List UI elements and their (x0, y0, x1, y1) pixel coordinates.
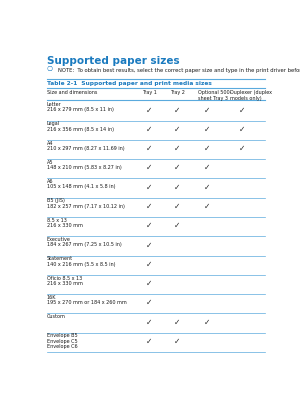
Text: ✓: ✓ (146, 144, 152, 153)
Text: ✓: ✓ (204, 144, 210, 153)
Text: ✓: ✓ (146, 183, 152, 192)
Text: ✓: ✓ (239, 125, 245, 134)
Text: ✓: ✓ (146, 221, 152, 230)
Text: Executive
184 x 267 mm (7.25 x 10.5 in): Executive 184 x 267 mm (7.25 x 10.5 in) (47, 237, 122, 247)
Text: ✓: ✓ (146, 260, 152, 269)
Text: Supported paper sizes: Supported paper sizes (47, 55, 179, 65)
Text: ✓: ✓ (204, 183, 210, 192)
Text: Letter
216 x 279 mm (8.5 x 11 in): Letter 216 x 279 mm (8.5 x 11 in) (47, 102, 114, 113)
Text: ✓: ✓ (174, 125, 180, 134)
Text: ✓: ✓ (146, 125, 152, 134)
Text: A5
148 x 210 mm (5.83 x 8.27 in): A5 148 x 210 mm (5.83 x 8.27 in) (47, 160, 122, 170)
Text: ✓: ✓ (204, 125, 210, 134)
Text: ✓: ✓ (146, 298, 152, 307)
Text: Custom: Custom (47, 314, 66, 319)
Text: ✓: ✓ (204, 105, 210, 115)
Text: NOTE:  To obtain best results, select the correct paper size and type in the pri: NOTE: To obtain best results, select the… (58, 68, 300, 73)
Text: Tray 2: Tray 2 (170, 90, 185, 95)
Text: ✓: ✓ (174, 163, 180, 172)
Text: ✓: ✓ (146, 279, 152, 288)
Text: ✓: ✓ (174, 221, 180, 230)
Text: ✓: ✓ (204, 202, 210, 211)
Text: ✓: ✓ (174, 202, 180, 211)
Text: ✓: ✓ (174, 337, 180, 346)
Text: ✓: ✓ (146, 163, 152, 172)
Text: Oficio 8.5 x 13
216 x 330 mm: Oficio 8.5 x 13 216 x 330 mm (47, 276, 83, 286)
Text: A6
105 x 148 mm (4.1 x 5.8 in): A6 105 x 148 mm (4.1 x 5.8 in) (47, 179, 115, 190)
Text: B5 (JIS)
182 x 257 mm (7.17 x 10.12 in): B5 (JIS) 182 x 257 mm (7.17 x 10.12 in) (47, 198, 125, 209)
Text: A4
210 x 297 mm (8.27 x 11.69 in): A4 210 x 297 mm (8.27 x 11.69 in) (47, 140, 124, 151)
Text: Optional 500-
sheet Tray 3: Optional 500- sheet Tray 3 (198, 90, 231, 101)
Text: Legal
216 x 356 mm (8.5 x 14 in): Legal 216 x 356 mm (8.5 x 14 in) (47, 121, 114, 132)
Text: ✓: ✓ (174, 318, 180, 327)
Text: Envelope B5
Envelope C5
Envelope C6: Envelope B5 Envelope C5 Envelope C6 (47, 334, 77, 349)
Text: ✓: ✓ (174, 144, 180, 153)
Text: ✓: ✓ (204, 163, 210, 172)
Text: ✓: ✓ (174, 183, 180, 192)
Text: ✓: ✓ (146, 241, 152, 249)
Text: ✓: ✓ (174, 105, 180, 115)
Text: Statement
140 x 216 mm (5.5 x 8.5 in): Statement 140 x 216 mm (5.5 x 8.5 in) (47, 256, 115, 267)
Text: ✓: ✓ (146, 105, 152, 115)
Text: 16K
195 x 270 mm or 184 x 260 mm: 16K 195 x 270 mm or 184 x 260 mm (47, 295, 127, 305)
Text: ✓: ✓ (146, 337, 152, 346)
Text: ⎔: ⎔ (47, 66, 53, 72)
Text: Duplexer (duplex
models only): Duplexer (duplex models only) (230, 90, 272, 101)
Text: ✓: ✓ (204, 318, 210, 327)
Text: ✓: ✓ (146, 202, 152, 211)
Text: Size and dimensions: Size and dimensions (47, 90, 97, 95)
Text: Tray 1: Tray 1 (142, 90, 157, 95)
Text: ✓: ✓ (146, 318, 152, 327)
Text: ✓: ✓ (239, 105, 245, 115)
Text: ✓: ✓ (239, 144, 245, 153)
Text: 8.5 x 13
216 x 330 mm: 8.5 x 13 216 x 330 mm (47, 218, 83, 228)
Text: Table 2-1  Supported paper and print media sizes: Table 2-1 Supported paper and print medi… (47, 81, 212, 86)
